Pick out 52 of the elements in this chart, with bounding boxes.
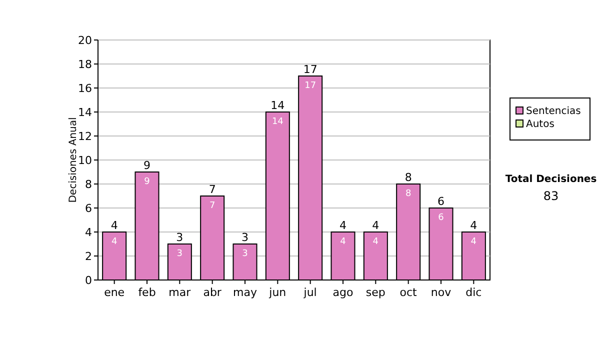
y-tick-label: 18 [78, 58, 92, 71]
x-tick-label: ene [104, 286, 125, 299]
total-label: 4 [470, 219, 478, 232]
y-axis-title: Decisiones Anual [68, 117, 79, 203]
total-label: 14 [270, 99, 285, 112]
y-tick-label: 10 [78, 154, 92, 167]
x-tick-label: jul [302, 286, 317, 299]
total-label: 6 [438, 195, 444, 208]
x-tick-label: sep [366, 286, 386, 299]
x-tick-label: may [233, 286, 258, 299]
total-label: 3 [176, 231, 184, 244]
x-tick-label: ago [332, 286, 354, 299]
text: 83 [543, 189, 559, 203]
legend-label: Sentencias [526, 106, 581, 117]
legend-label: Autos [526, 119, 554, 130]
x-tick-label: oct [400, 286, 418, 299]
total-label: 7 [208, 183, 216, 196]
x-tick-label: mar [168, 286, 192, 299]
x-tick-label: abr [203, 286, 222, 299]
x-tick-label: nov [430, 286, 452, 299]
y-tick-label: 8 [85, 178, 92, 191]
total-label: 4 [340, 219, 346, 232]
x-tick-label: dic [466, 286, 482, 299]
x-tick-label: feb [138, 286, 156, 299]
data-label: 4 [372, 237, 379, 247]
total-label: 8 [404, 171, 412, 184]
total-label: 17 [303, 63, 318, 76]
data-label: 7 [209, 201, 216, 211]
y-tick-label: 20 [78, 34, 92, 47]
data-label: 9 [144, 177, 150, 187]
data-label: 8 [405, 189, 412, 199]
data-label: 4 [111, 237, 118, 247]
total-label: 4 [372, 219, 380, 232]
data-label: 4 [470, 237, 477, 247]
y-tick-label: 0 [85, 274, 92, 287]
data-label: 14 [272, 117, 284, 127]
y-tick-label: 12 [78, 130, 92, 143]
data-label: 3 [176, 249, 183, 259]
text: Total Decisiones [505, 174, 597, 185]
data-label: 4 [340, 237, 346, 247]
y-tick-label: 4 [85, 226, 92, 239]
data-label: 6 [438, 213, 444, 223]
data-label: 3 [242, 249, 248, 259]
y-tick-label: 16 [78, 82, 92, 95]
total-label: 3 [242, 231, 248, 244]
y-tick-label: 2 [85, 250, 92, 263]
data-label: 17 [304, 81, 316, 91]
y-tick-label: 6 [85, 202, 92, 215]
y-tick-label: 14 [78, 106, 92, 119]
total-label: 4 [110, 219, 118, 232]
total-label: 9 [144, 159, 150, 172]
x-tick-label: jun [268, 286, 286, 299]
